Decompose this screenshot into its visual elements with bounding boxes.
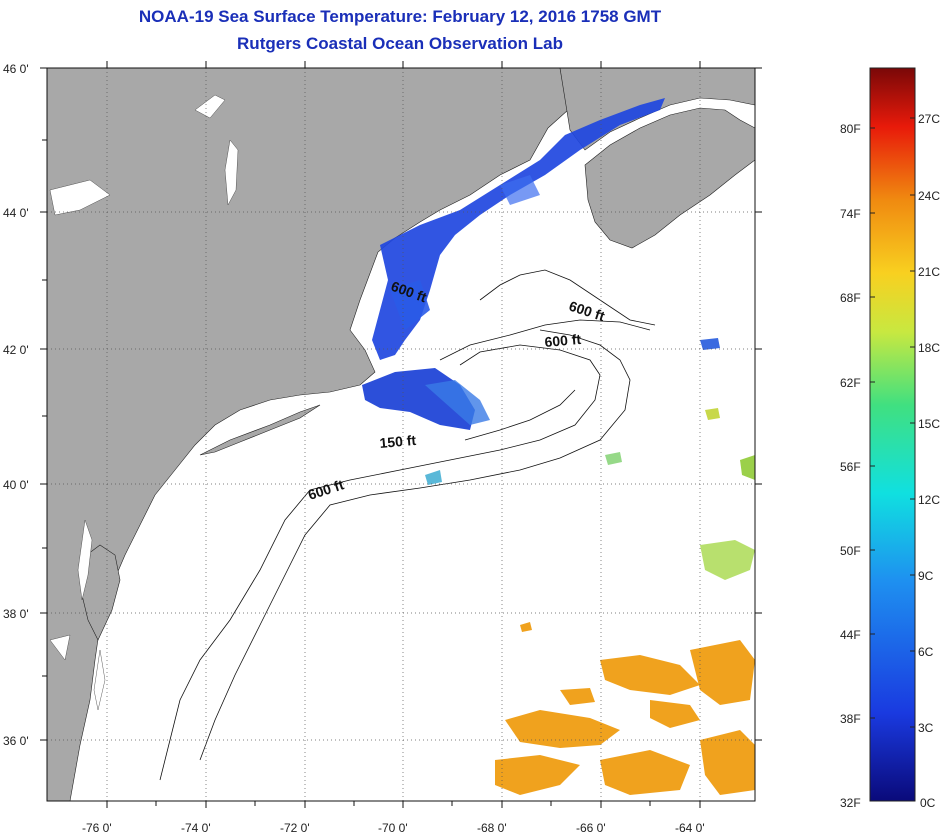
colorbar-c-label: 21C [918,265,940,279]
isobath-label: 600 ft [544,331,582,350]
lon-label: -74 0' [181,821,211,835]
lon-label: -76 0' [82,821,112,835]
lat-label: 36 0' [3,734,29,748]
lon-label: -66 0' [576,821,606,835]
lon-label: -64 0' [675,821,705,835]
map-frame [46,67,756,802]
lat-label: 40 0' [3,478,29,492]
colorbar-c-label: 27C [918,112,940,126]
colorbar-c-label: 9C [918,569,934,583]
color-bar-gradient [869,67,916,802]
lon-label: -68 0' [477,821,507,835]
colorbar-f-label: 38F [840,712,861,726]
inland-water [49,94,239,711]
lat-label: 42 0' [3,343,29,357]
sst-map: 46 0' 44 0' 42 0' 40 0' 38 0' 36 0' -76 … [3,61,762,835]
colorbar-c-label: 3C [918,721,934,735]
lon-label: -70 0' [378,821,408,835]
colorbar-f-label: 32F [840,796,861,810]
colorbar-c-label: 15C [918,417,940,431]
chart-subtitle: Rutgers Coastal Ocean Observation Lab [237,34,563,53]
colorbar-c-label: 6C [918,645,934,659]
colorbar-c-label: 18C [918,341,940,355]
cold-sst-region [362,98,665,430]
lat-label: 38 0' [3,607,29,621]
colorbar-c-label: 24C [918,189,940,203]
warm-sst-region [495,622,755,795]
colorbar-f-label: 56F [840,460,861,474]
mid-sst-patches [425,338,755,580]
colorbar-f-label: 80F [840,122,861,136]
colorbar-c-label: 12C [918,493,940,507]
axis-ticks [40,61,762,808]
lat-label: 44 0' [3,206,29,220]
colorbar-f-label: 68F [840,291,861,305]
colorbar-f-label: 62F [840,376,861,390]
lat-label: 46 0' [3,62,29,76]
colorbar-f-label: 44F [840,628,861,642]
lon-label: -72 0' [280,821,310,835]
color-bar: 80F 74F 68F 62F 56F 50F 44F 38F 32F 27C … [840,67,940,810]
isobath-label: 150 ft [379,432,417,451]
colorbar-f-label: 74F [840,207,861,221]
isobaths [159,269,656,781]
colorbar-f-label: 50F [840,544,861,558]
colorbar-c-label: 0C [920,796,936,810]
chart-title: NOAA-19 Sea Surface Temperature: Februar… [138,7,662,26]
